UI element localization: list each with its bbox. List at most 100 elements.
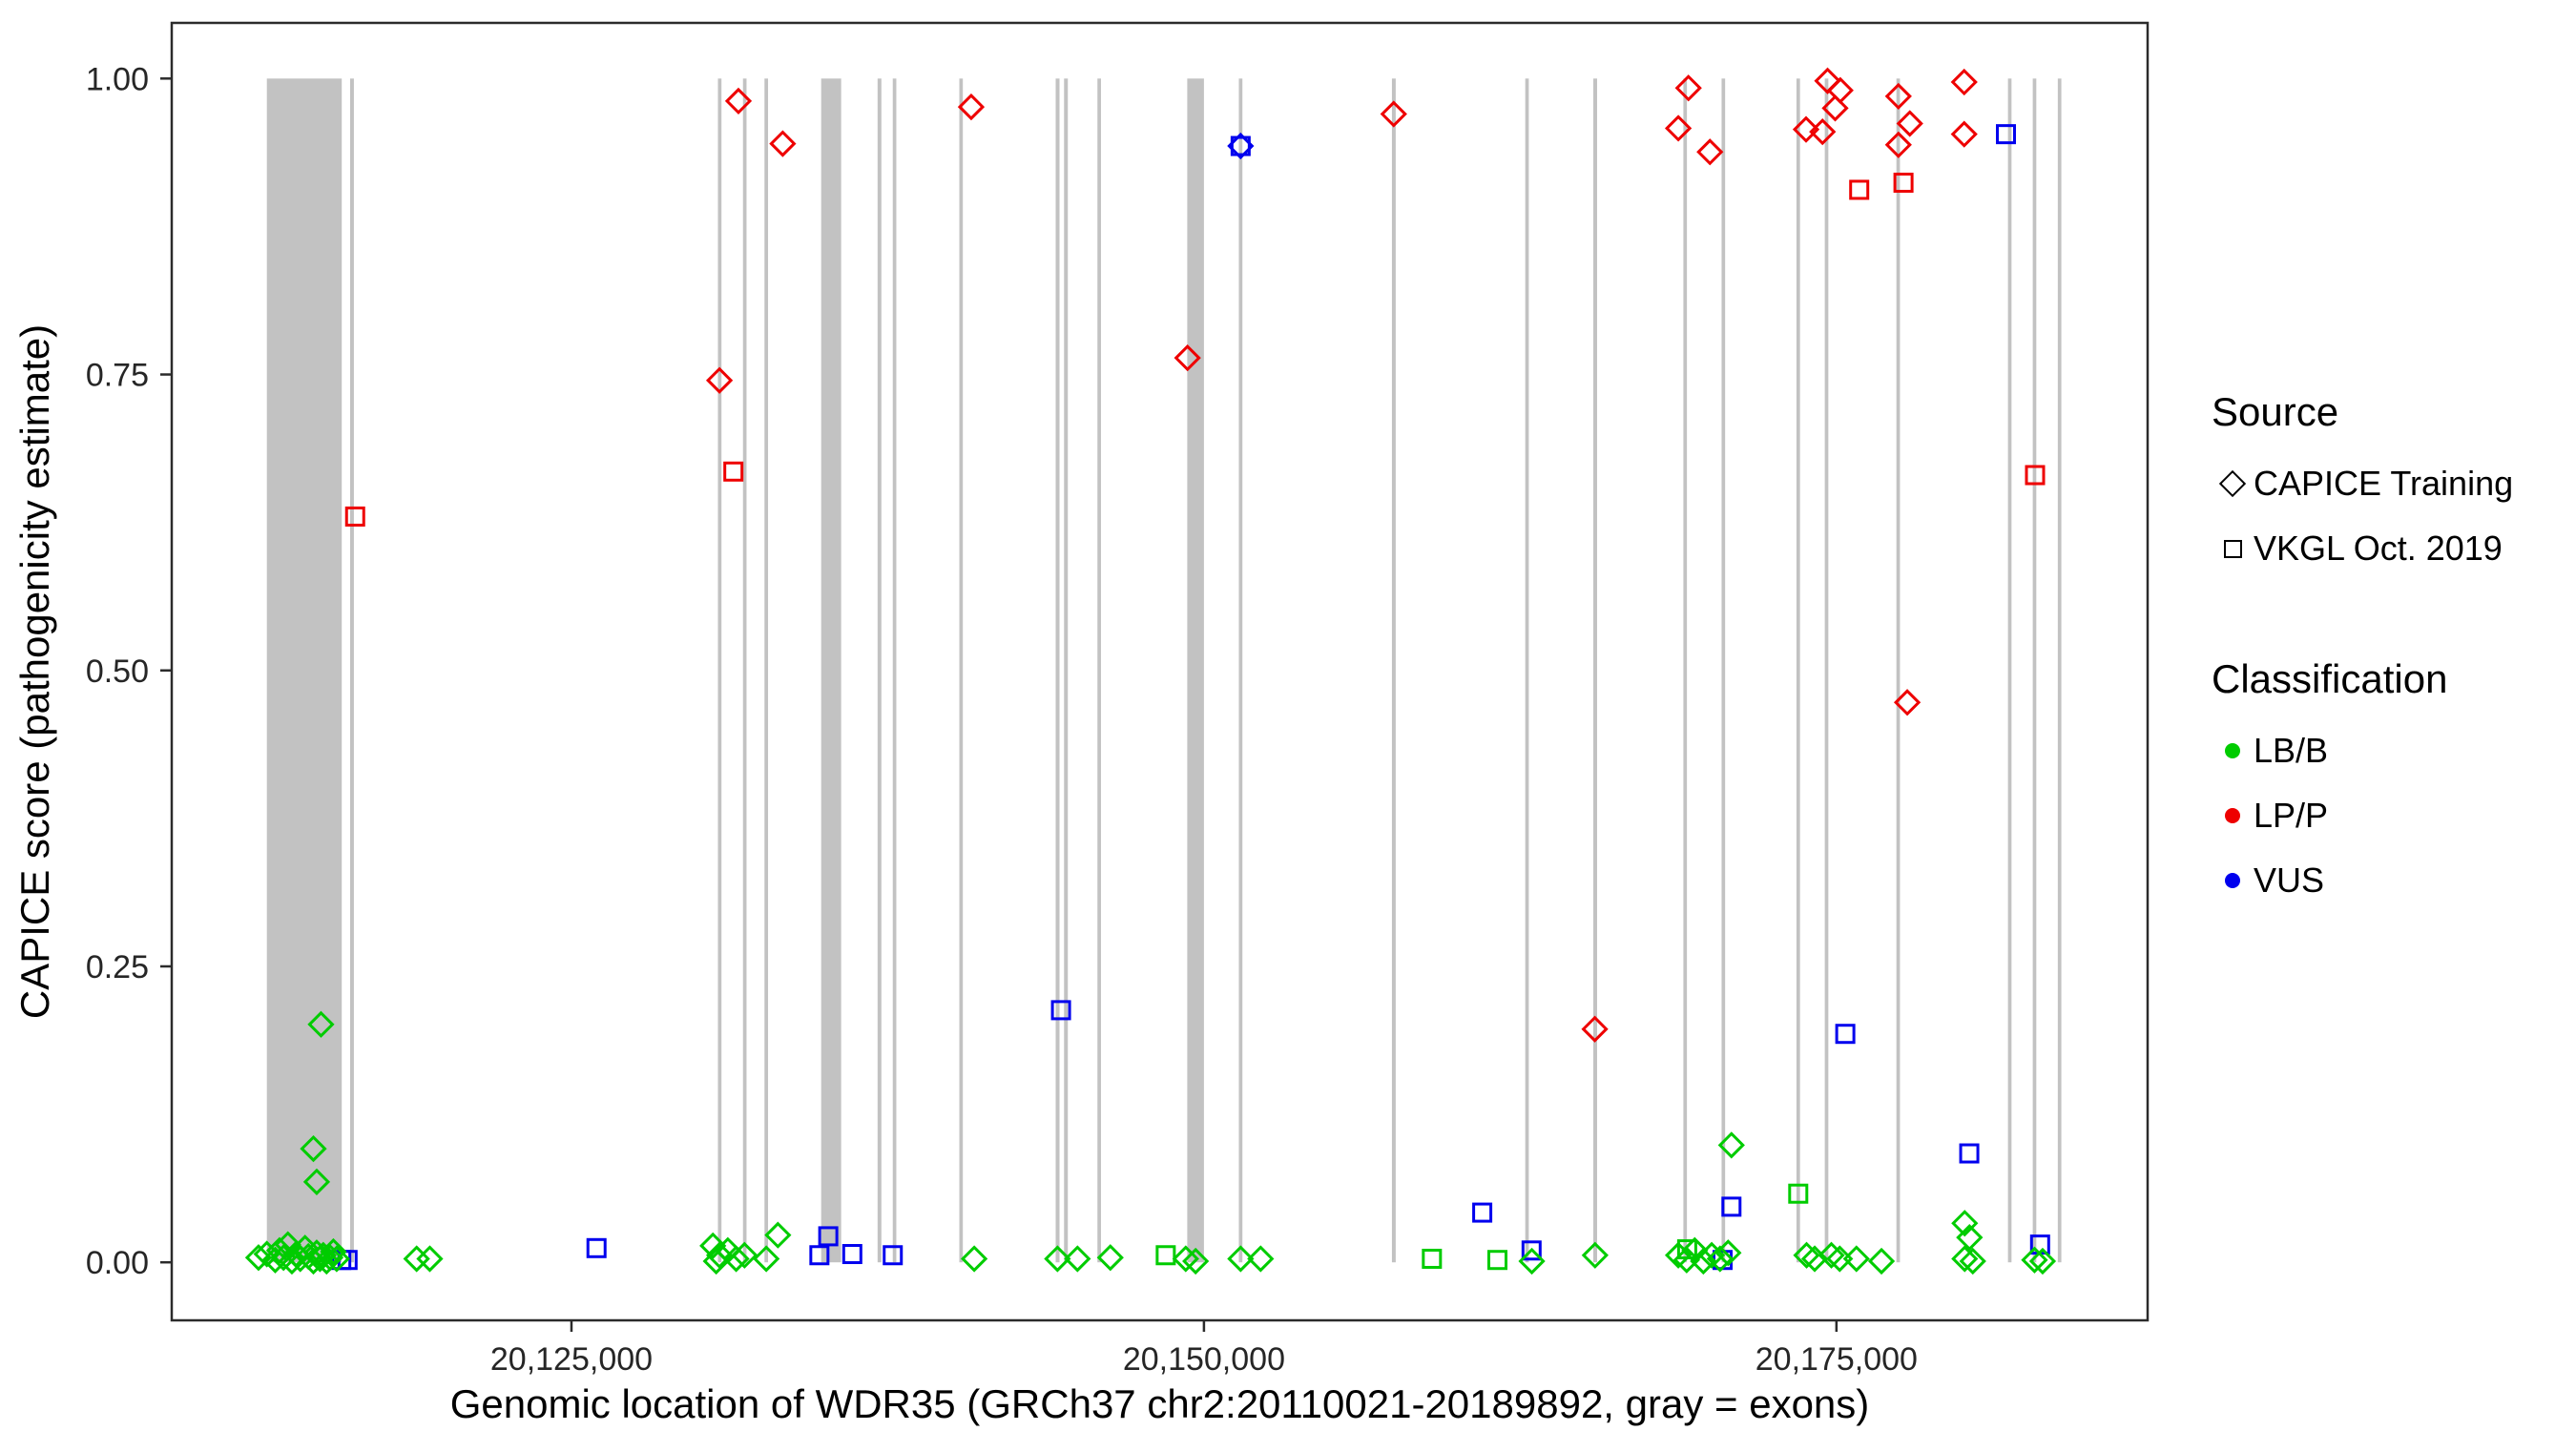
data-point-square — [883, 1245, 904, 1266]
data-point-diamond — [1792, 115, 1820, 143]
data-point-square — [723, 461, 744, 482]
open-diamond-icon — [2218, 469, 2247, 498]
data-point-square — [1487, 1250, 1508, 1271]
data-point-diamond — [322, 1245, 351, 1273]
data-point-diamond — [1681, 1236, 1709, 1264]
data-point-diamond — [1951, 1210, 1979, 1237]
exon-bar — [1721, 78, 1726, 1263]
y-tick-label: 0.50 — [86, 653, 149, 690]
legend-item-lpp: LP/P — [2212, 796, 2576, 836]
legend-symbol-wrap — [2212, 808, 2254, 823]
data-point-square — [818, 1226, 839, 1247]
legend-symbol-wrap — [2212, 873, 2254, 888]
data-point-square — [1050, 1000, 1071, 1021]
data-point-square — [586, 1237, 607, 1258]
data-point-diamond — [753, 1245, 780, 1273]
data-point-diamond — [1884, 131, 1912, 158]
exon-bar — [2007, 78, 2012, 1263]
data-point-square — [1472, 1202, 1493, 1223]
legend-item-capice-training: CAPICE Training — [2212, 464, 2576, 504]
legend-item-lbb: LB/B — [2212, 731, 2576, 771]
data-point-diamond — [764, 1221, 792, 1249]
legend-symbol-wrap — [2212, 539, 2254, 558]
exon-bar — [1824, 78, 1829, 1263]
legend-item-label: CAPICE Training — [2254, 464, 2514, 503]
data-point-diamond — [1581, 1241, 1609, 1269]
data-point-square — [344, 506, 365, 527]
data-point-diamond — [1674, 74, 1702, 102]
data-point-diamond — [1893, 689, 1922, 716]
data-point-square — [1676, 1239, 1697, 1260]
data-point-diamond — [1814, 67, 1841, 94]
exon-bar — [821, 78, 841, 1263]
data-point-diamond — [1867, 1247, 1896, 1275]
legend-item-label: VKGL Oct. 2019 — [2254, 529, 2503, 568]
data-point-diamond — [1884, 82, 1912, 111]
x-tick-label: 20,175,000 — [1755, 1341, 1918, 1378]
open-square-icon — [2223, 539, 2242, 558]
data-point-diamond — [320, 1237, 347, 1266]
data-point-square — [1422, 1248, 1443, 1269]
exon-bar — [877, 78, 882, 1263]
legend-source-title: Source — [2212, 389, 2339, 434]
data-point-diamond — [699, 1232, 727, 1259]
data-point-diamond — [731, 1241, 758, 1269]
data-point-diamond — [302, 1168, 331, 1195]
x-axis-title: Genomic location of WDR35 (GRCh37 chr2:2… — [449, 1381, 1870, 1426]
data-point-square — [1788, 1183, 1809, 1204]
data-point-square — [1849, 179, 1870, 200]
exon-bar — [717, 78, 722, 1263]
data-point-diamond — [1800, 1245, 1829, 1273]
legend-symbol-wrap — [2212, 469, 2254, 498]
data-point-diamond — [1818, 1241, 1845, 1269]
data-point-diamond — [1950, 120, 1978, 148]
legend-classification-title: Classification — [2212, 656, 2448, 701]
data-point-diamond — [300, 1134, 327, 1163]
exon-bar — [1391, 78, 1396, 1263]
data-point-square — [1521, 1240, 1542, 1261]
exon-bar — [1593, 78, 1597, 1263]
legend-classification-section: Classification LB/B LP/P VUS — [2212, 656, 2576, 901]
exon-bar — [1896, 78, 1901, 1263]
data-point-diamond — [1842, 1245, 1870, 1273]
legend-item-vkgl: VKGL Oct. 2019 — [2212, 529, 2576, 569]
data-point-diamond — [1706, 1245, 1734, 1273]
data-point-diamond — [1172, 1245, 1199, 1273]
data-point-diamond — [1809, 118, 1837, 146]
data-point-diamond — [1064, 1245, 1091, 1273]
data-point-diamond — [1182, 1247, 1210, 1275]
legend: Source CAPICE Training VKGL Oct. 2019 Cl… — [2212, 389, 2576, 925]
data-point-diamond — [1174, 344, 1201, 372]
data-point-diamond — [724, 87, 753, 115]
data-point-diamond — [1247, 1245, 1275, 1273]
legend-source-section: Source CAPICE Training VKGL Oct. 2019 — [2212, 389, 2576, 569]
data-point-diamond — [769, 130, 797, 157]
exon-bar — [1796, 78, 1800, 1263]
data-point-diamond — [244, 1244, 273, 1272]
data-point-square — [1721, 1196, 1742, 1217]
data-point-diamond — [300, 1247, 327, 1275]
y-tick-label: 0.75 — [86, 358, 149, 394]
y-axis-title: CAPICE score (pathogenicity estimate) — [12, 323, 57, 1020]
legend-item-label: LP/P — [2254, 796, 2329, 835]
exon-bar — [959, 78, 964, 1263]
data-point-diamond — [1896, 110, 1923, 137]
data-point-diamond — [705, 1241, 734, 1269]
legend-symbol-wrap — [2212, 743, 2254, 758]
data-point-diamond — [2028, 1247, 2057, 1275]
exon-bar — [1525, 78, 1529, 1263]
data-point-diamond — [261, 1246, 289, 1274]
panel-border — [170, 21, 2150, 1322]
data-point-diamond — [1821, 94, 1849, 122]
exon-bar — [1187, 78, 1204, 1263]
y-tick-label: 0.25 — [86, 949, 149, 985]
data-point-diamond — [307, 1010, 335, 1038]
x-tick-label: 20,150,000 — [1123, 1341, 1285, 1378]
data-point-diamond — [1096, 1244, 1124, 1272]
legend-item-label: VUS — [2254, 861, 2325, 900]
exon-bar — [764, 78, 769, 1263]
exon-bar — [1238, 78, 1243, 1263]
data-point-diamond — [1956, 1224, 1984, 1252]
data-point-square — [1893, 173, 1914, 194]
